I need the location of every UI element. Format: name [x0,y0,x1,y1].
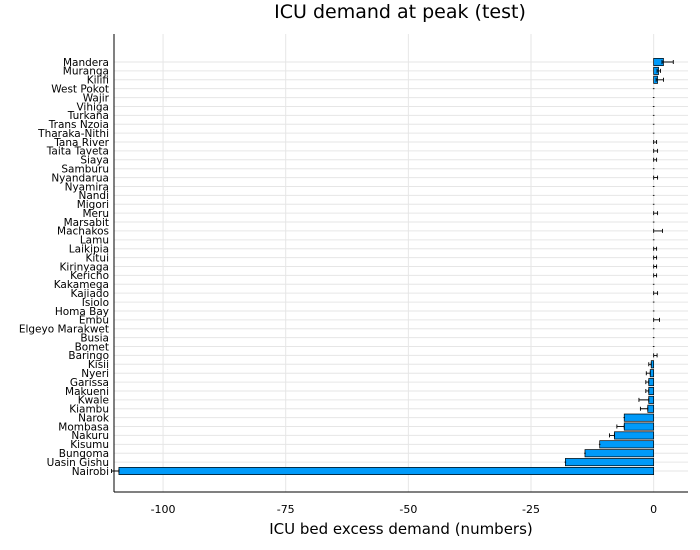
error-bar [616,424,625,429]
error-bar [653,140,658,145]
category-label: Meru [83,208,110,220]
bar [565,458,655,467]
error-bar [639,406,649,411]
x-tick-label: -50 [399,503,417,516]
error-bar [648,362,652,367]
bar [623,413,655,422]
error-bar [653,211,659,216]
bar [118,467,655,475]
category-label: Baringo [68,350,109,362]
category-label: Kilifi [87,75,109,87]
category-label: Mandera [63,57,109,69]
category-label: Nandi [78,190,109,202]
bar [648,395,655,404]
bar [623,422,655,431]
category-label: Migori [77,199,109,211]
error-bar [645,380,650,385]
error-bar [111,469,120,473]
category-label: Kajiado [71,288,110,300]
category-label: Nyeri [81,368,109,380]
category-label: Marsabit [64,217,109,229]
category-label: Kisumu [70,439,109,451]
error-bar [645,371,651,376]
error-bar [653,228,663,233]
error-bar [655,77,664,82]
category-label: Vihiga [76,101,109,113]
category-label: Bungoma [59,448,109,460]
category-label: Embu [79,315,109,327]
category-label: Garissa [70,377,109,389]
category-label: Mombasa [58,421,109,433]
category-label: Tana River [53,137,109,149]
category-label: Kwale [78,395,109,407]
error-bar [661,60,674,64]
category-label: Lamu [80,235,109,247]
bar [649,369,655,378]
bar [648,386,655,395]
error-bar [653,148,659,153]
category-label: Kiambu [69,404,109,416]
category-label: Kitui [86,252,110,264]
category-label: Homa Bay [55,306,109,318]
x-tick-label: -25 [522,503,540,516]
category-label: Isiolo [82,297,109,309]
error-bar [638,397,650,402]
error-bar [653,246,658,251]
category-label: Kericho [70,270,109,282]
category-label: Laikipia [69,244,109,256]
axes [113,34,688,493]
category-label: West Pokot [51,83,109,95]
error-bar [653,264,658,269]
error-bar [645,388,650,393]
error-bar [609,433,615,438]
error-bar [653,353,658,358]
x-tick-labels: -100 -75 -50 -25 0 [151,503,658,516]
category-label: Nyandarua [51,172,109,184]
category-label: Samburu [61,163,109,175]
chart-title: ICU demand at peak (test) [274,1,526,23]
category-label: Trans Nzoia [48,119,109,131]
error-bar [653,273,658,278]
error-bar [653,255,658,260]
category-label: Makueni [65,386,109,398]
error-bar [653,317,660,322]
category-label: Machakos [57,226,109,238]
category-label: Bomet [75,341,109,353]
category-label: Elgeyo Marakwet [19,324,109,336]
category-label: Muranga [63,66,109,78]
error-bar [653,157,658,162]
category-label: Nyamira [65,181,109,193]
bar [614,431,655,440]
category-label: Tharaka-Nithi [37,128,109,140]
category-label: Siaya [80,155,109,167]
category-label: Nakuru [71,430,109,442]
category-label: Kirinyaga [60,261,109,273]
error-bar [653,291,659,296]
x-tick-label: 0 [650,503,657,516]
category-label: Kisii [88,359,109,371]
error-bar [656,68,661,73]
gridlines [114,34,688,492]
category-label: Narok [78,412,110,424]
bar [647,404,655,413]
x-tick-label: -100 [151,503,176,516]
category-label: Kakamega [54,279,109,291]
bar [584,449,655,458]
category-label: Nairobi [72,466,109,478]
bar [599,440,655,449]
category-label: Uasin Gishu [47,457,109,469]
x-axis-label: ICU bed excess demand (numbers) [269,520,533,538]
error-bars [111,60,674,473]
error-bar [653,175,659,180]
category-label: Busia [80,332,109,344]
category-label: Turkana [67,110,109,122]
bar [648,378,655,387]
category-label: Taita Taveta [46,146,109,158]
x-tick-label: -75 [277,503,295,516]
category-label: Wajir [83,92,110,104]
